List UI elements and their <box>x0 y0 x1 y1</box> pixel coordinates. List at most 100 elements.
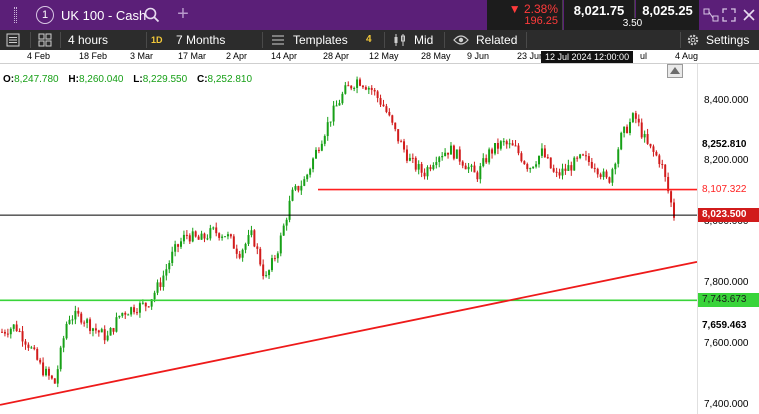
candle-body <box>508 143 511 145</box>
candle-body <box>350 85 353 89</box>
candle-body <box>1 331 3 333</box>
candle-body <box>405 149 408 161</box>
candle-body <box>65 323 68 339</box>
candle-body <box>279 235 282 254</box>
candle-body <box>646 134 649 144</box>
candle-body <box>335 105 338 107</box>
candle-body <box>285 219 288 226</box>
candle-body <box>356 79 359 88</box>
candle-body <box>649 143 652 147</box>
candle-body <box>643 134 646 138</box>
candle-body <box>367 87 370 90</box>
related-button[interactable]: Related <box>476 33 518 47</box>
candle-body <box>180 241 183 247</box>
candle-body <box>617 149 620 164</box>
low-value: 8,229.550 <box>142 74 188 85</box>
candle-body <box>634 113 637 119</box>
candle-body <box>177 244 180 247</box>
candle-body <box>206 238 209 240</box>
candle-body <box>6 333 9 335</box>
candle-body <box>602 171 605 177</box>
red-line-tag: 8,107.322 <box>698 182 759 197</box>
candle-body <box>68 319 71 324</box>
ask-price: 8,025.25 <box>642 3 693 18</box>
candle-body <box>379 98 382 105</box>
templates-button[interactable]: Templates <box>293 33 348 47</box>
candle-body <box>561 168 564 176</box>
candle-body <box>476 172 479 180</box>
candle-body <box>470 165 473 167</box>
open-label: O: <box>3 74 15 85</box>
candle-body <box>3 331 6 334</box>
candle-body <box>473 165 476 173</box>
candle-body <box>247 235 250 244</box>
menu-icon[interactable] <box>6 33 20 47</box>
change-percent: ▼ 2.38% <box>508 2 558 16</box>
candle-body <box>174 244 177 252</box>
candle-body <box>203 233 206 239</box>
candle-body <box>570 165 573 171</box>
candle-body <box>53 378 56 384</box>
trendline[interactable] <box>0 260 698 406</box>
candle-body <box>458 149 461 162</box>
price-type-selector[interactable]: Mid <box>414 33 434 47</box>
candle-body <box>215 227 218 234</box>
high-value: 8,260.040 <box>78 74 124 85</box>
candle-body <box>291 189 294 201</box>
candle-body <box>300 185 303 191</box>
candle-body <box>15 324 18 332</box>
gear-icon[interactable] <box>686 33 700 47</box>
candle-body <box>576 157 579 159</box>
candle-body <box>147 306 150 308</box>
date-label: 18 Feb <box>79 51 108 61</box>
candle-body <box>461 161 464 166</box>
link-icon[interactable] <box>701 3 721 27</box>
candle-body <box>664 164 667 177</box>
buy-price-button[interactable]: 8,025.25 <box>636 0 699 30</box>
candle-body <box>655 151 658 156</box>
candle-body <box>74 310 77 320</box>
candle-body <box>620 132 623 150</box>
add-tab-icon[interactable]: + <box>177 2 189 25</box>
candle-body <box>449 145 452 155</box>
candle-body <box>320 143 323 151</box>
candle-body <box>623 126 626 133</box>
drag-grip-icon[interactable] <box>0 0 30 30</box>
candle-body <box>438 157 441 163</box>
layout-grid-icon[interactable] <box>38 33 52 47</box>
candle-body <box>39 359 42 363</box>
candle-body <box>546 157 549 159</box>
candle-body <box>168 263 171 270</box>
title-bar: 1 UK 100 - Cash + ▼ 2.38% 196.25 8,021.7… <box>0 0 759 30</box>
candle-body <box>309 169 312 175</box>
range-selector[interactable]: 7 Months <box>176 33 226 47</box>
candle-body <box>400 141 403 143</box>
price-chart[interactable] <box>0 64 759 414</box>
candle-body <box>426 167 429 177</box>
settings-button[interactable]: Settings <box>706 33 750 47</box>
candle-body <box>540 148 543 156</box>
candle-body <box>27 344 30 348</box>
candle-body <box>411 157 414 159</box>
candle-body <box>33 347 36 350</box>
price-axis-label: 8,200.000 <box>704 155 749 167</box>
candle-body <box>109 328 112 336</box>
interval-selector[interactable]: 4 hours <box>68 33 109 47</box>
candle-body <box>526 164 529 170</box>
candle-body <box>150 299 153 307</box>
candle-body <box>12 324 15 329</box>
close-icon[interactable] <box>739 3 759 27</box>
search-icon[interactable] <box>143 6 161 24</box>
candle-body <box>165 269 168 276</box>
candle-body <box>141 302 144 304</box>
candle-body <box>270 258 273 271</box>
scroll-to-latest-icon[interactable] <box>667 64 683 78</box>
candle-body <box>244 243 247 250</box>
candle-body <box>80 313 83 323</box>
candle-body <box>517 145 520 154</box>
candle-body <box>567 165 570 171</box>
candle-body <box>226 234 229 237</box>
expand-icon[interactable] <box>719 3 739 27</box>
instrument-tab[interactable]: 1 UK 100 - Cash <box>30 0 167 30</box>
candle-body <box>420 164 423 173</box>
